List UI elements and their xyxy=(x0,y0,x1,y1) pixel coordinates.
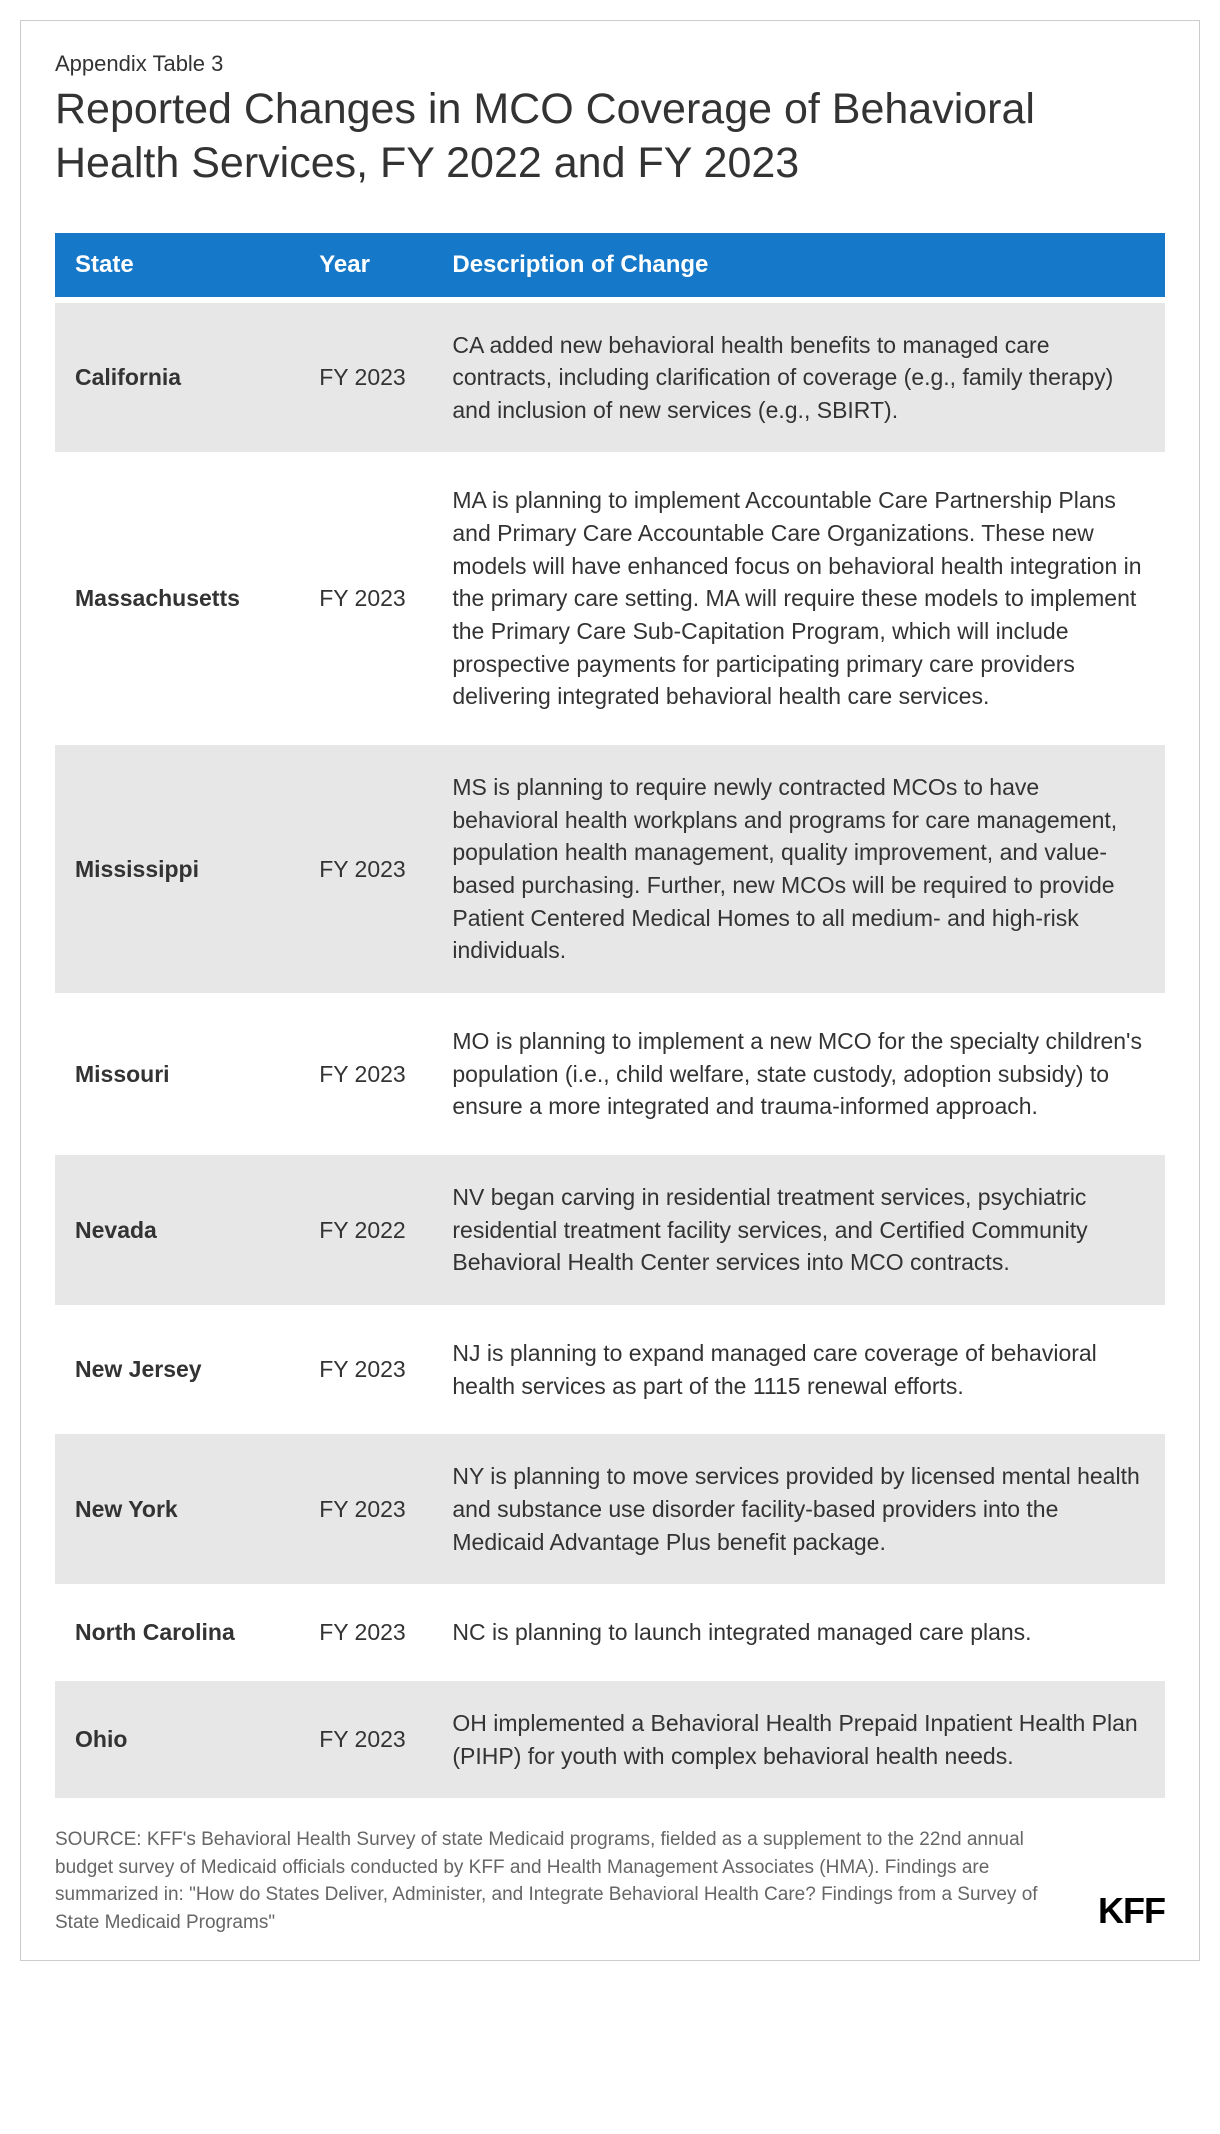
table-row: Massachusetts FY 2023 MA is planning to … xyxy=(55,458,1165,739)
table-row: Ohio FY 2023 OH implemented a Behavioral… xyxy=(55,1681,1165,1798)
table-title: Reported Changes in MCO Coverage of Beha… xyxy=(55,83,1165,191)
cell-state: Ohio xyxy=(55,1681,299,1798)
kff-logo: KFF xyxy=(1098,1890,1165,1936)
cell-year: FY 2023 xyxy=(299,1590,432,1675)
footer-row: SOURCE: KFF's Behavioral Health Survey o… xyxy=(55,1826,1165,1936)
cell-desc: MA is planning to implement Accountable … xyxy=(432,458,1165,739)
cell-state: New Jersey xyxy=(55,1311,299,1428)
cell-year: FY 2023 xyxy=(299,1311,432,1428)
cell-desc: NJ is planning to expand managed care co… xyxy=(432,1311,1165,1428)
source-note: SOURCE: KFF's Behavioral Health Survey o… xyxy=(55,1826,1074,1936)
page-container: Appendix Table 3 Reported Changes in MCO… xyxy=(20,20,1200,1961)
cell-state: Nevada xyxy=(55,1155,299,1305)
col-header-state: State xyxy=(55,233,299,297)
cell-state: California xyxy=(55,303,299,453)
cell-desc: NV began carving in residential treatmen… xyxy=(432,1155,1165,1305)
cell-year: FY 2023 xyxy=(299,303,432,453)
cell-state: Missouri xyxy=(55,999,299,1149)
cell-desc: NC is planning to launch integrated mana… xyxy=(432,1590,1165,1675)
data-table: State Year Description of Change Califor… xyxy=(55,227,1165,1805)
table-row: Missouri FY 2023 MO is planning to imple… xyxy=(55,999,1165,1149)
cell-year: FY 2023 xyxy=(299,1681,432,1798)
table-supertitle: Appendix Table 3 xyxy=(55,51,1165,77)
cell-desc: MO is planning to implement a new MCO fo… xyxy=(432,999,1165,1149)
cell-state: North Carolina xyxy=(55,1590,299,1675)
table-row: New York FY 2023 NY is planning to move … xyxy=(55,1434,1165,1584)
cell-desc: CA added new behavioral health benefits … xyxy=(432,303,1165,453)
cell-year: FY 2023 xyxy=(299,1434,432,1584)
col-header-year: Year xyxy=(299,233,432,297)
table-row: Mississippi FY 2023 MS is planning to re… xyxy=(55,745,1165,993)
table-row: New Jersey FY 2023 NJ is planning to exp… xyxy=(55,1311,1165,1428)
cell-year: FY 2022 xyxy=(299,1155,432,1305)
table-row: Nevada FY 2022 NV began carving in resid… xyxy=(55,1155,1165,1305)
cell-year: FY 2023 xyxy=(299,745,432,993)
cell-year: FY 2023 xyxy=(299,999,432,1149)
cell-desc: NY is planning to move services provided… xyxy=(432,1434,1165,1584)
cell-year: FY 2023 xyxy=(299,458,432,739)
cell-state: Mississippi xyxy=(55,745,299,993)
col-header-desc: Description of Change xyxy=(432,233,1165,297)
cell-state: Massachusetts xyxy=(55,458,299,739)
table-header-row: State Year Description of Change xyxy=(55,233,1165,297)
table-body: California FY 2023 CA added new behavior… xyxy=(55,303,1165,1799)
table-row: North Carolina FY 2023 NC is planning to… xyxy=(55,1590,1165,1675)
table-row: California FY 2023 CA added new behavior… xyxy=(55,303,1165,453)
cell-state: New York xyxy=(55,1434,299,1584)
cell-desc: OH implemented a Behavioral Health Prepa… xyxy=(432,1681,1165,1798)
cell-desc: MS is planning to require newly contract… xyxy=(432,745,1165,993)
